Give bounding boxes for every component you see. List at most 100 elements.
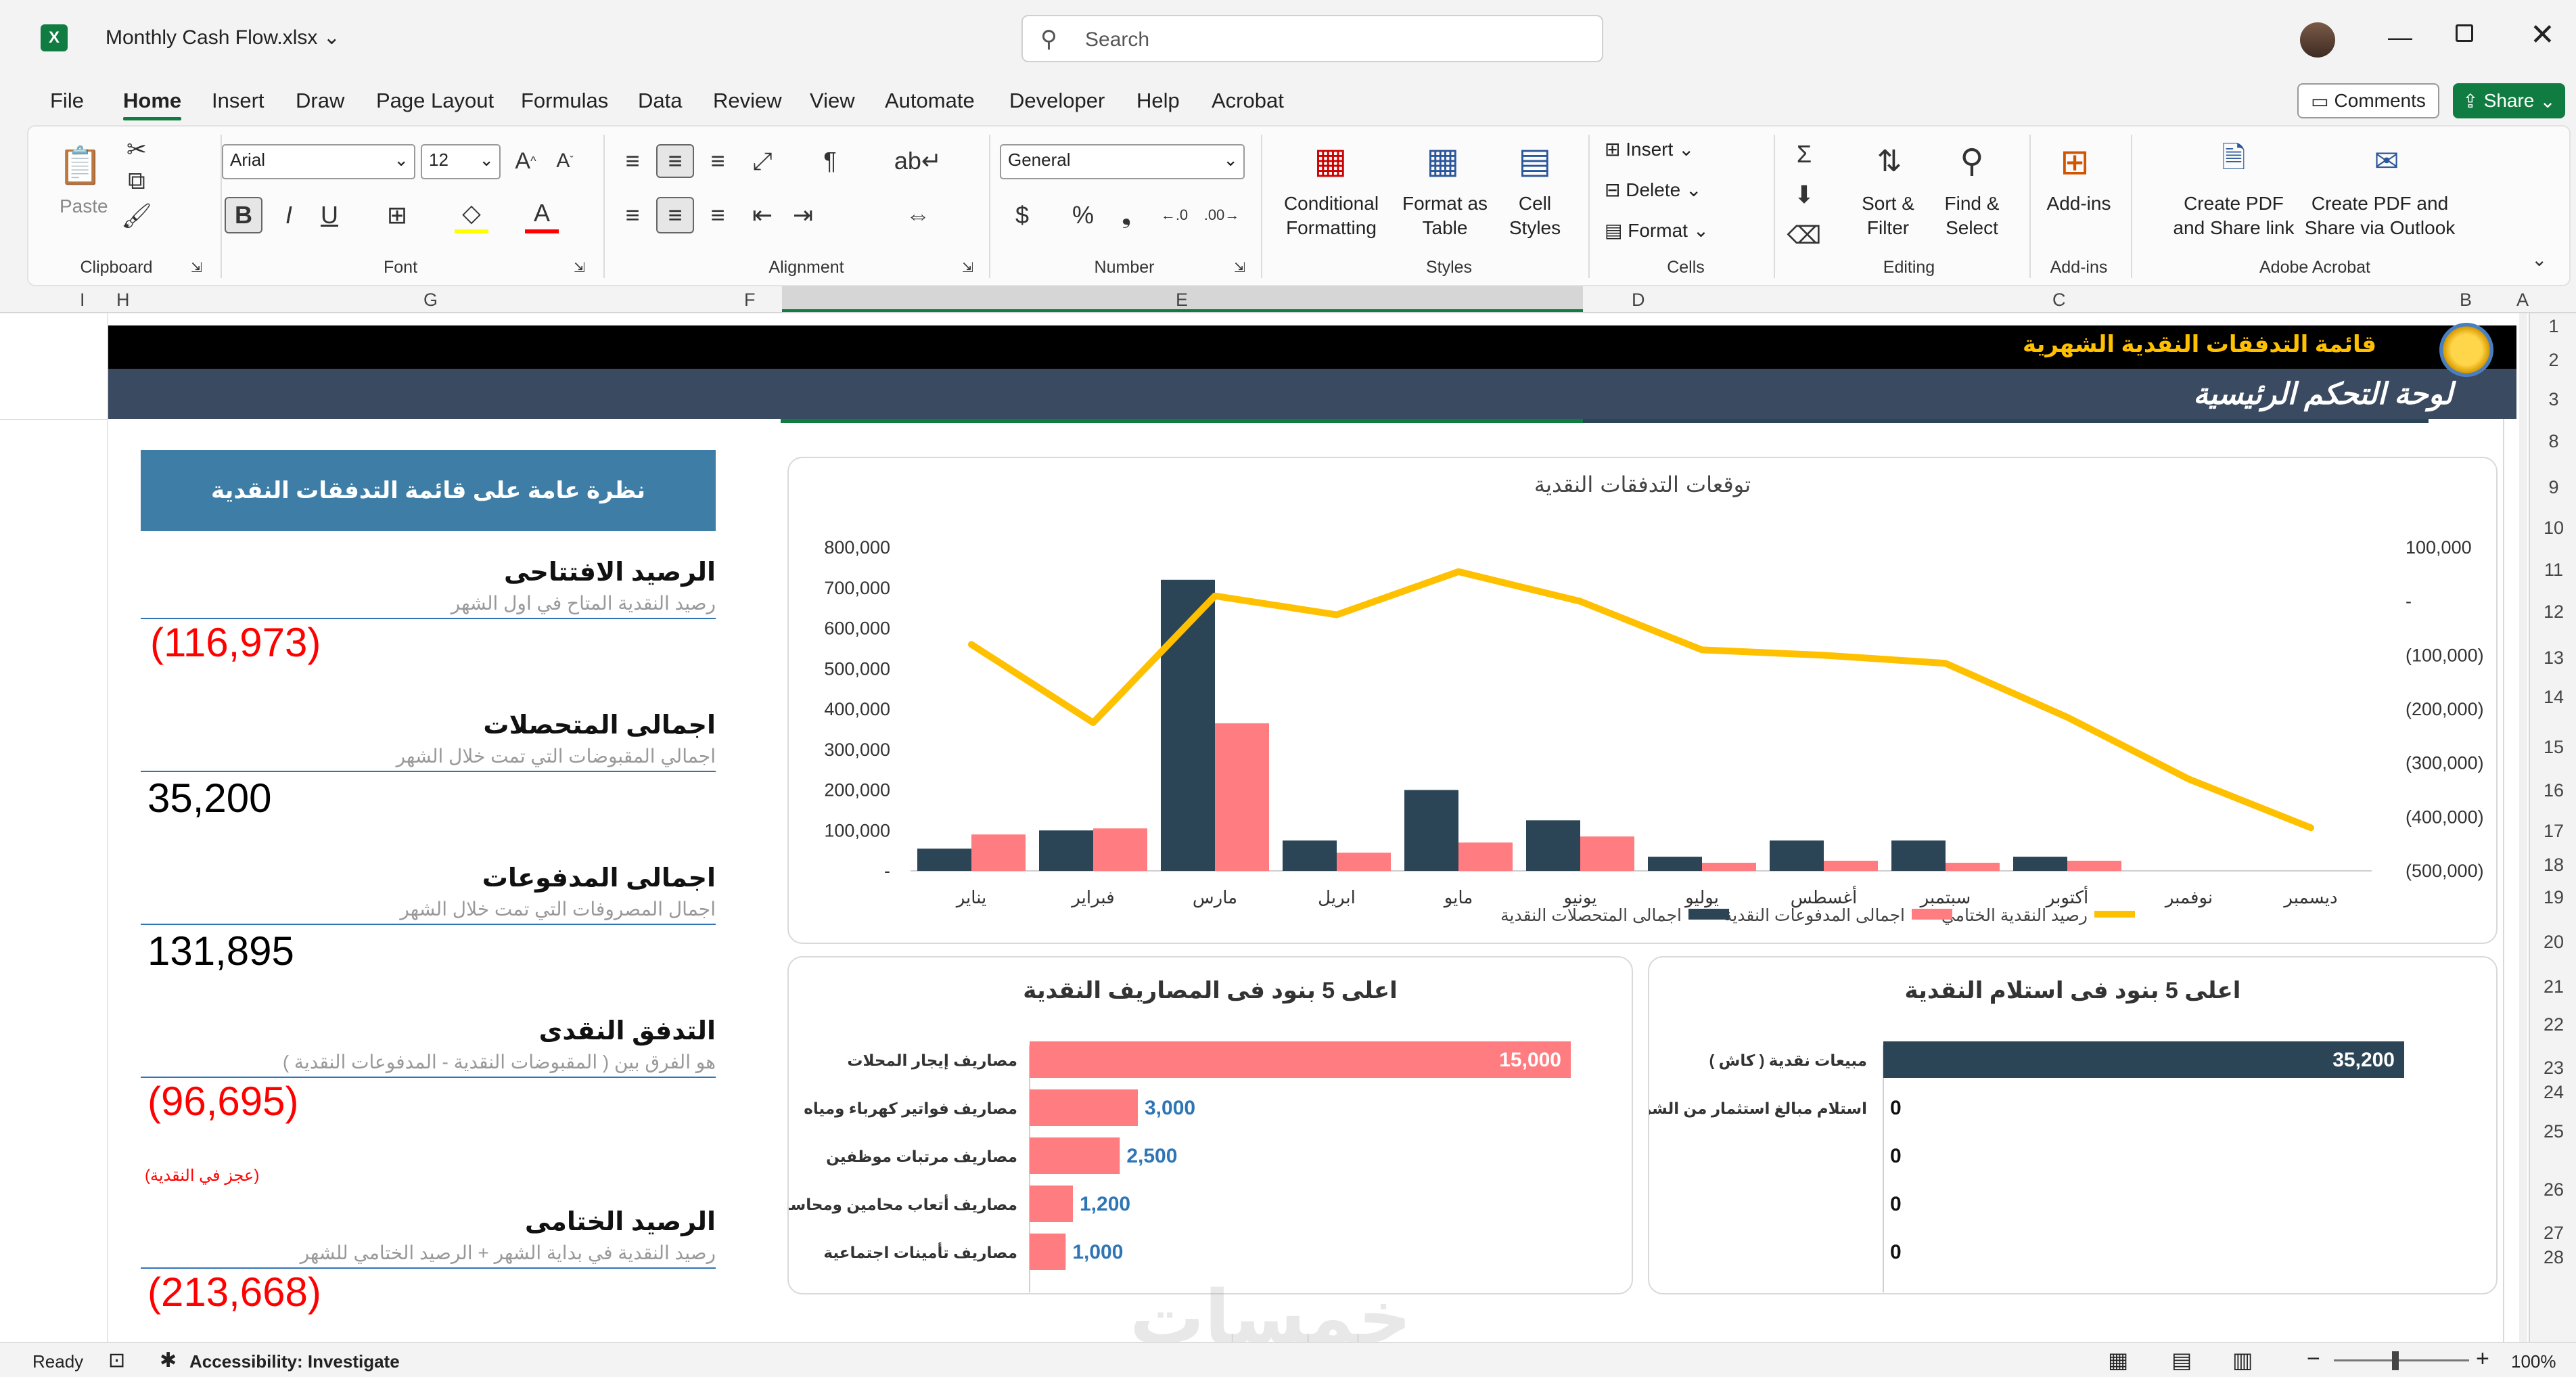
dialog-launcher-icon[interactable]: ⇲ xyxy=(191,261,202,275)
page-break-icon[interactable]: ▥ xyxy=(2232,1348,2253,1372)
delete-cells-button[interactable]: ⊟ Delete ⌄ xyxy=(1605,179,1702,200)
menu-view[interactable]: View xyxy=(810,89,855,112)
dialog-launcher-icon[interactable]: ⇲ xyxy=(574,261,585,275)
menu-automate[interactable]: Automate xyxy=(885,89,975,112)
column-header[interactable]: I xyxy=(80,290,85,310)
zoom-out-icon[interactable]: − xyxy=(2307,1346,2320,1372)
row-header[interactable]: 13 xyxy=(2543,648,2564,668)
row-header[interactable]: 24 xyxy=(2543,1082,2564,1102)
align-left-icon[interactable]: ≡ xyxy=(625,201,640,229)
menu-insert[interactable]: Insert xyxy=(212,89,264,112)
cut-icon[interactable]: ✂ xyxy=(126,135,147,163)
menu-formulas[interactable]: Formulas xyxy=(521,89,609,112)
row-header[interactable]: 22 xyxy=(2543,1014,2564,1035)
decrease-decimal-icon[interactable]: .00→ xyxy=(1203,206,1240,223)
bold-icon[interactable]: B xyxy=(225,197,262,233)
format-as-table-icon[interactable]: ▦ xyxy=(1426,141,1460,181)
create-pdf-icon[interactable]: 🗎 xyxy=(2222,141,2246,175)
sort-filter-button[interactable]: Sort & Filter xyxy=(1862,193,1914,238)
sort-filter-icon[interactable]: ⇅ xyxy=(1877,144,1902,178)
selected-column-header[interactable] xyxy=(782,286,1583,312)
row-header[interactable]: 14 xyxy=(2543,687,2564,707)
search-box[interactable]: ⚲ Search xyxy=(1021,15,1603,62)
conditional-formatting-icon[interactable]: ▦ xyxy=(1314,141,1348,181)
menu-help[interactable]: Help xyxy=(1136,89,1180,112)
zoom-level[interactable]: 100% xyxy=(2511,1351,2556,1372)
decrease-indent-icon[interactable]: ⇤ xyxy=(752,201,773,229)
create-pdf-share-link-button[interactable]: Create PDF and Share link xyxy=(2173,193,2295,238)
row-header[interactable]: 1 xyxy=(2548,316,2559,336)
accessibility-status[interactable]: Accessibility: Investigate xyxy=(189,1351,400,1372)
top-expenses-chart[interactable]: اعلى 5 بنود فى المصاريف النقدية مصاريف إي… xyxy=(787,956,1633,1294)
menu-review[interactable]: Review xyxy=(713,89,782,112)
column-header[interactable]: A xyxy=(2516,290,2529,310)
close-icon[interactable]: ✕ xyxy=(2530,18,2555,51)
clear-icon[interactable]: ⌫ xyxy=(1787,221,1822,249)
menu-acrobat[interactable]: Acrobat xyxy=(1212,89,1284,112)
create-pdf-outlook-button[interactable]: Create PDF and Share via Outlook xyxy=(2304,193,2456,238)
align-right-icon[interactable]: ≡ xyxy=(710,201,725,229)
increase-font-icon[interactable]: A ^ xyxy=(515,148,536,174)
row-header[interactable]: 8 xyxy=(2548,431,2559,451)
column-header[interactable]: E xyxy=(1176,290,1189,310)
collapse-ribbon-icon[interactable]: ⌄ xyxy=(2531,249,2548,270)
cell-styles-icon[interactable]: ▤ xyxy=(1518,141,1552,181)
row-header[interactable]: 11 xyxy=(2544,560,2564,580)
row-header[interactable]: 28 xyxy=(2543,1247,2564,1267)
paste-icon[interactable]: 📋 xyxy=(58,145,104,186)
accessibility-icon[interactable]: ✱ xyxy=(160,1349,177,1372)
row-header[interactable]: 12 xyxy=(2543,602,2564,622)
macro-record-icon[interactable]: ⊡ xyxy=(108,1349,126,1372)
underline-icon[interactable]: U xyxy=(321,201,338,229)
column-header[interactable]: H xyxy=(116,290,130,310)
find-select-icon[interactable]: ⚲ xyxy=(1960,143,1984,179)
row-header[interactable]: 3 xyxy=(2548,389,2559,409)
menu-home[interactable]: Home xyxy=(123,89,182,112)
find-select-button[interactable]: Find & Select xyxy=(1944,193,2000,238)
align-middle-icon[interactable]: ≡ xyxy=(656,144,694,178)
orientation-icon[interactable]: ⤢ xyxy=(752,146,773,175)
format-as-table-button[interactable]: Format as Table xyxy=(1402,193,1488,238)
row-header[interactable]: 2 xyxy=(2548,350,2559,370)
cell-styles-button[interactable]: Cell Styles xyxy=(1509,193,1561,238)
menu-data[interactable]: Data xyxy=(638,89,683,112)
column-header[interactable]: D xyxy=(1632,290,1645,310)
row-header[interactable]: 20 xyxy=(2543,932,2564,952)
column-header[interactable]: F xyxy=(744,290,756,310)
zoom-in-icon[interactable]: + xyxy=(2476,1346,2489,1372)
menu-page-layout[interactable]: Page Layout xyxy=(376,89,495,112)
menu-developer[interactable]: Developer xyxy=(1009,89,1105,112)
column-header[interactable]: B xyxy=(2460,290,2472,310)
row-header[interactable]: 26 xyxy=(2543,1179,2564,1200)
row-header[interactable]: 23 xyxy=(2543,1058,2564,1078)
vertical-scrollbar[interactable] xyxy=(2519,313,2527,1342)
row-header[interactable]: 21 xyxy=(2543,976,2564,997)
align-center-icon[interactable]: ≡ xyxy=(656,197,694,233)
autosum-icon[interactable]: Σ xyxy=(1796,140,1812,168)
fill-color-icon[interactable]: ◇ xyxy=(455,197,488,233)
fill-icon[interactable]: ⬇ xyxy=(1793,181,1815,208)
create-pdf-outlook-icon[interactable]: ✉ xyxy=(2374,144,2399,178)
dialog-launcher-icon[interactable]: ⇲ xyxy=(1234,261,1245,275)
zoom-slider-thumb[interactable] xyxy=(2392,1351,2399,1370)
row-header[interactable]: 19 xyxy=(2543,887,2564,907)
file-name[interactable]: Monthly Cash Flow.xlsx ⌄ xyxy=(106,26,340,49)
insert-cells-button[interactable]: ⊞ Insert ⌄ xyxy=(1605,139,1695,160)
copy-icon[interactable]: ⧉ xyxy=(128,166,145,194)
addins-button[interactable]: Add-ins xyxy=(2046,193,2111,214)
conditional-formatting-button[interactable]: Conditional Formatting xyxy=(1283,193,1379,238)
font-size-dropdown[interactable]: 12 ⌄ xyxy=(421,144,501,179)
format-cells-button[interactable]: ▤ Format ⌄ xyxy=(1605,220,1709,241)
comments-button[interactable]: ▭ Comments xyxy=(2297,83,2439,118)
avatar[interactable] xyxy=(2300,22,2335,58)
worksheet[interactable]: قائمة التدفقات النقدية الشهرية لوحة التح… xyxy=(0,313,2529,1359)
page-layout-icon[interactable]: ▤ xyxy=(2171,1348,2192,1372)
row-header[interactable]: 9 xyxy=(2548,477,2559,497)
increase-indent-icon[interactable]: ⇥ xyxy=(792,201,814,229)
format-painter-icon[interactable]: 🖌 xyxy=(121,202,152,229)
addins-icon[interactable]: ⊞ xyxy=(2060,143,2090,182)
align-top-icon[interactable]: ≡ xyxy=(625,147,640,175)
borders-icon[interactable]: ⊞ xyxy=(386,201,408,229)
row-header[interactable]: 16 xyxy=(2543,780,2564,800)
